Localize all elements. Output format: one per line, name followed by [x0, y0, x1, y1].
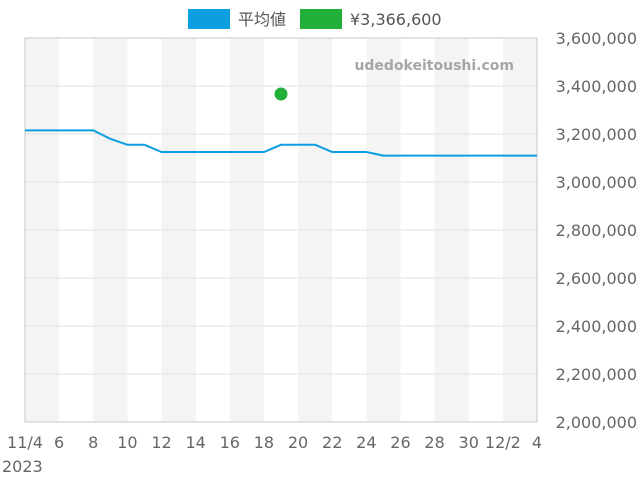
- x-tick-label: 28: [424, 433, 444, 452]
- legend-label: 平均値: [238, 10, 286, 29]
- y-tick-label: 3,400,000: [556, 77, 637, 96]
- y-tick-label: 2,600,000: [556, 269, 637, 288]
- x-tick-label: 24: [356, 433, 376, 452]
- y-tick-label: 2,200,000: [556, 365, 637, 384]
- legend: 平均値 ¥3,366,600: [188, 9, 442, 29]
- x-tick-label: 20: [288, 433, 308, 452]
- legend-label: ¥3,366,600: [350, 10, 442, 29]
- series-line-average: [25, 129, 537, 157]
- x-tick-label: 10: [117, 433, 137, 452]
- x-axis-tick-labels: 11/4 6 8 10 12 14 16 18 20 22 24 26 28 30 12/2 4: [7, 433, 542, 452]
- series-layer: [25, 87, 537, 157]
- watermark-text: udedokeitoushi.com: [354, 58, 514, 74]
- x-tick-label: 22: [322, 433, 342, 452]
- x-tick-label: 8: [88, 433, 98, 452]
- x-tick-label: 14: [185, 433, 205, 452]
- x-tick-label: 12: [151, 433, 171, 452]
- x-tick-label: 16: [220, 433, 240, 452]
- legend-swatch: [188, 9, 230, 29]
- x-tick-label: 26: [390, 433, 410, 452]
- y-tick-label: 3,000,000: [556, 173, 637, 192]
- x-tick-label: 4: [532, 433, 542, 452]
- y-tick-label: 3,600,000: [556, 29, 637, 48]
- data-point-marker: [274, 87, 288, 101]
- plot-frame: [24, 37, 538, 423]
- y-tick-label: 2,000,000: [556, 413, 637, 432]
- x-tick-label: 11/4: [7, 433, 43, 452]
- y-tick-label: 3,200,000: [556, 125, 637, 144]
- x-tick-label: 30: [459, 433, 479, 452]
- y-tick-label: 2,800,000: [556, 221, 637, 240]
- x-tick-label: 6: [54, 433, 64, 452]
- y-axis-tick-labels: 2,000,000 2,200,000 2,400,000 2,600,000 2,80…: [556, 29, 637, 432]
- legend-swatch: [300, 9, 342, 29]
- x-tick-label: 18: [254, 433, 274, 452]
- x-tick-label: 12/2: [485, 433, 521, 452]
- x-axis-year-label: 2023: [2, 457, 43, 476]
- y-tick-label: 2,400,000: [556, 317, 637, 336]
